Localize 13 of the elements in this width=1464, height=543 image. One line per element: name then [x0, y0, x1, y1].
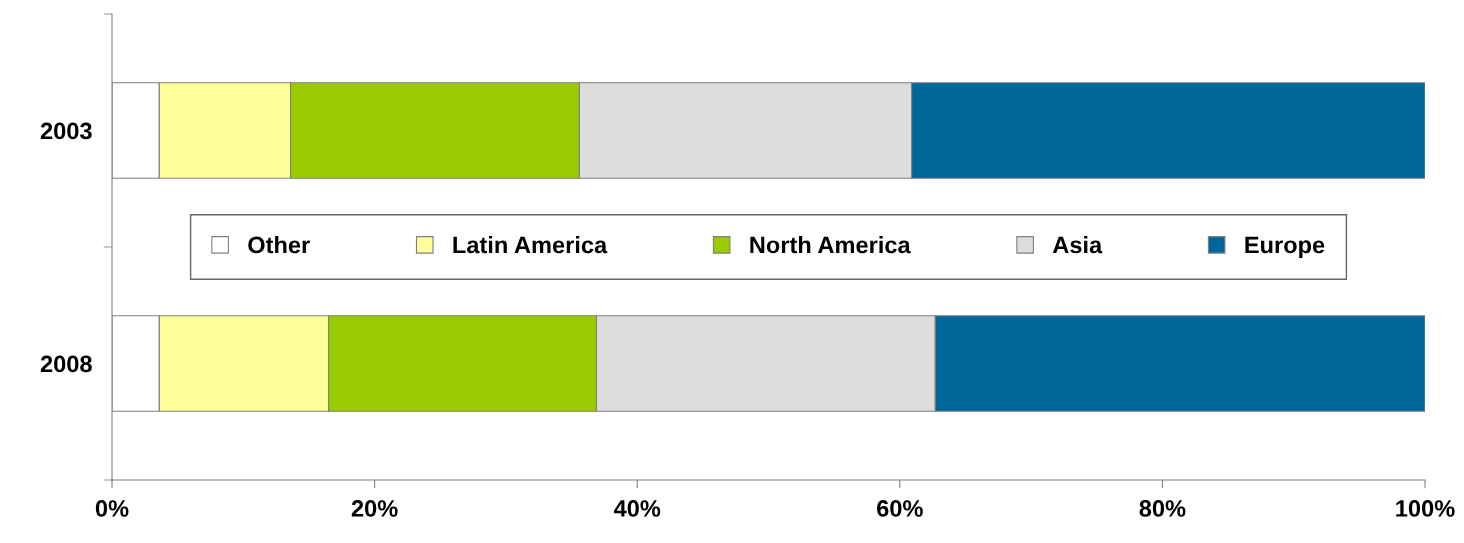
- legend-label: Europe: [1245, 236, 1325, 259]
- x-tick-label: 40%: [613, 500, 661, 517]
- y-tick-label: 2003: [40, 122, 92, 140]
- legend-label: Other: [248, 236, 310, 254]
- legend-label: North America: [750, 236, 911, 254]
- legend-label: Asia: [1052, 236, 1103, 254]
- x-tick-label: 100%: [1396, 500, 1455, 517]
- legend-label: Latin America: [453, 236, 608, 254]
- y-tick-label: 2008: [40, 355, 92, 373]
- x-tick-label: 20%: [351, 500, 398, 517]
- x-tick-label: 80%: [1139, 500, 1186, 517]
- x-tick-label: 0%: [95, 500, 129, 517]
- x-tick-label: 60%: [877, 500, 923, 517]
